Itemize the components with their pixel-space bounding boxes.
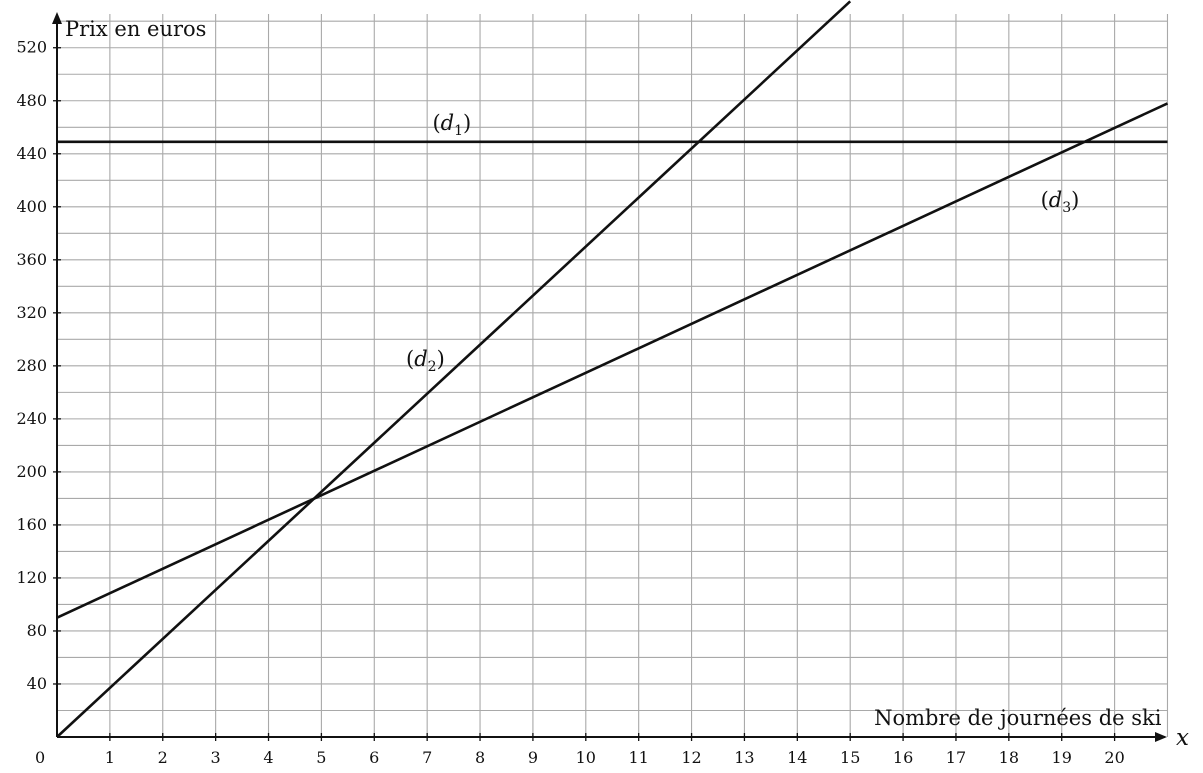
y-tick-label: 480 [16,91,47,110]
y-tick-label: 80 [27,621,47,640]
x-tick-label: 4 [263,748,273,767]
line-labels: (d1) (d2) (d3) [406,111,1079,375]
y-tick-label: 120 [16,568,47,587]
y-tick-label: 360 [16,250,47,269]
y-tick-label: 200 [16,462,47,481]
x-tick-label: 2 [158,748,168,767]
x-tick-label: 13 [734,748,754,767]
x-tick-label: 19 [1052,748,1072,767]
x-tick-label: 6 [369,748,379,767]
x-tick-label: 12 [681,748,701,767]
y-tick-label: 440 [16,144,47,163]
x-axis-arrow-icon [1155,732,1167,742]
x-tick-label: 18 [999,748,1019,767]
x-tick-label: 11 [629,748,649,767]
series-lines [57,1,1167,737]
x-tick-label: 17 [946,748,966,767]
x-tick-label: 16 [893,748,913,767]
y-tick-label: 280 [16,356,47,375]
x-tick-label: 9 [528,748,538,767]
x-tick-label: 1 [105,748,115,767]
y-tick-label: 160 [16,515,47,534]
y-tick-label: 400 [16,197,47,216]
x-tick-label: 14 [787,748,807,767]
line-label-d1: (d1) [432,111,471,139]
y-tick-label: 320 [16,303,47,322]
line-label-d2: (d2) [406,347,445,375]
x-variable-label: x [1176,725,1189,751]
y-axis-label: Prix en euros [65,17,206,41]
y-tick-label: 40 [27,674,47,693]
x-tick-label: 20 [1104,748,1124,767]
y-tick-label: 520 [16,38,47,57]
grid [57,14,1167,737]
axes [52,12,1167,742]
x-tick-label: 8 [475,748,485,767]
line-label-d3: (d3) [1041,188,1080,216]
x-tick-label: 5 [316,748,326,767]
origin-label: 0 [35,748,45,767]
x-tick-label: 7 [422,748,432,767]
x-tick-label: 10 [576,748,596,767]
y-tick-label: 240 [16,409,47,428]
y-axis-arrow-icon [52,12,62,24]
x-tick-label: 15 [840,748,860,767]
x-axis-label: Nombre de journées de ski [874,706,1162,730]
x-tick-label: 3 [211,748,221,767]
